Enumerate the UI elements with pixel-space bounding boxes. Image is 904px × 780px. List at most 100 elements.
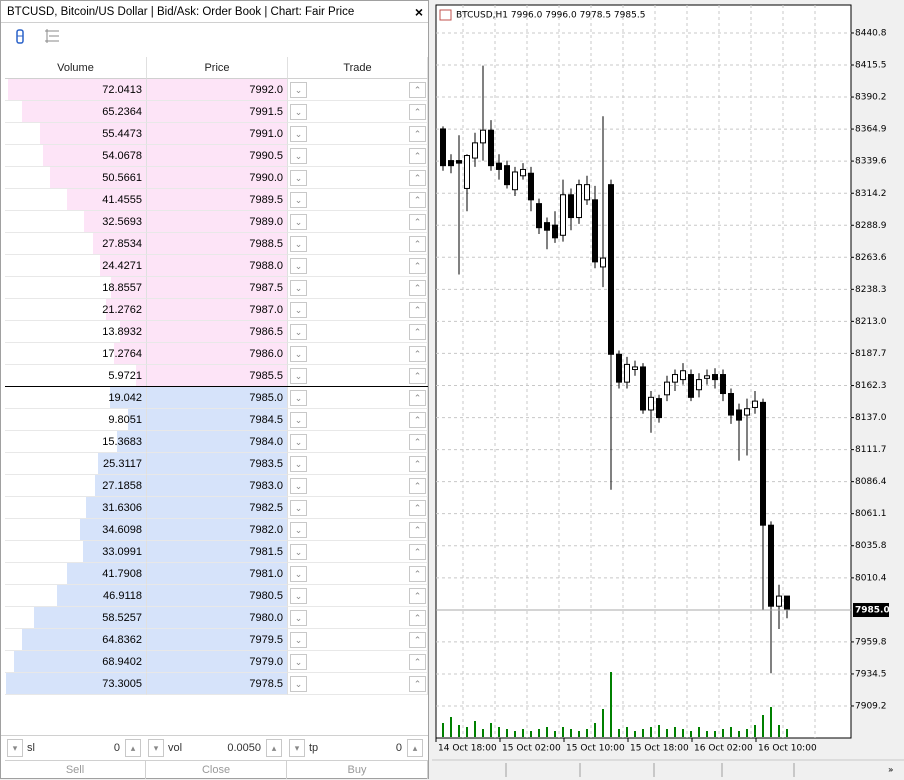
order-type-button[interactable]: ⌄ bbox=[290, 302, 307, 318]
trade-button[interactable]: ⌃ bbox=[409, 456, 426, 472]
order-type-button[interactable]: ⌄ bbox=[290, 368, 307, 384]
order-type-button[interactable]: ⌄ bbox=[290, 412, 307, 428]
order-type-button[interactable]: ⌄ bbox=[290, 126, 307, 142]
field-dropdown[interactable]: ▾ bbox=[289, 739, 305, 757]
trade-cell bbox=[288, 475, 428, 497]
trade-button[interactable]: ⌃ bbox=[409, 82, 426, 98]
order-type-button[interactable]: ⌄ bbox=[290, 522, 307, 538]
order-type-button[interactable]: ⌄ bbox=[290, 434, 307, 450]
order-type-button[interactable]: ⌄ bbox=[290, 610, 307, 626]
order-type-button[interactable]: ⌄ bbox=[290, 82, 307, 98]
order-type-button[interactable]: ⌄ bbox=[290, 148, 307, 164]
order-type-button[interactable]: ⌄ bbox=[290, 566, 307, 582]
close-button[interactable]: × bbox=[414, 4, 424, 20]
trade-button[interactable]: ⌃ bbox=[409, 214, 426, 230]
volume-cell: 21.2762 bbox=[5, 299, 147, 321]
trade-button[interactable]: ⌃ bbox=[409, 170, 426, 186]
trade-cell bbox=[288, 409, 428, 431]
volume-bar bbox=[113, 343, 147, 364]
price-cell: 7985.5 bbox=[147, 365, 288, 387]
trade-button[interactable]: ⌃ bbox=[409, 280, 426, 296]
trade-button[interactable]: ⌃ bbox=[409, 390, 426, 406]
candle-body bbox=[744, 408, 750, 416]
trade-button[interactable]: ⌃ bbox=[409, 412, 426, 428]
y-tick-label: 8213.0 bbox=[855, 317, 887, 327]
order-type-button[interactable]: ⌄ bbox=[290, 478, 307, 494]
order-type-button[interactable]: ⌄ bbox=[290, 500, 307, 516]
trade-button[interactable]: ⌃ bbox=[409, 544, 426, 560]
trade-button[interactable]: ⌃ bbox=[409, 148, 426, 164]
order-type-button[interactable]: ⌄ bbox=[290, 632, 307, 648]
candle-body bbox=[496, 162, 502, 170]
order-type-button[interactable]: ⌄ bbox=[290, 104, 307, 120]
order-type-button[interactable]: ⌄ bbox=[290, 654, 307, 670]
trade-button[interactable]: ⌃ bbox=[409, 302, 426, 318]
trade-button[interactable]: ⌃ bbox=[409, 324, 426, 340]
action-button[interactable]: Sell bbox=[5, 760, 146, 779]
trade-button[interactable]: ⌃ bbox=[409, 654, 426, 670]
field-spin[interactable]: ▴ bbox=[125, 739, 141, 757]
field-label: tp bbox=[309, 742, 319, 754]
order-type-button[interactable]: ⌄ bbox=[290, 456, 307, 472]
candle-body bbox=[456, 160, 462, 164]
volume-cell: 58.5257 bbox=[5, 607, 147, 629]
volume-bar bbox=[34, 607, 147, 628]
trade-button[interactable]: ⌃ bbox=[409, 522, 426, 538]
field-value[interactable]: 0 bbox=[113, 742, 120, 754]
settings-icon[interactable] bbox=[45, 29, 59, 43]
trade-button[interactable]: ⌃ bbox=[409, 632, 426, 648]
order-type-button[interactable]: ⌄ bbox=[290, 192, 307, 208]
price-cell: 7982.5 bbox=[147, 497, 288, 519]
trade-cell bbox=[288, 123, 428, 145]
price-cell: 7986.5 bbox=[147, 321, 288, 343]
candle-body bbox=[680, 370, 686, 381]
order-type-button[interactable]: ⌄ bbox=[290, 258, 307, 274]
field-dropdown[interactable]: ▾ bbox=[148, 739, 164, 757]
field-value[interactable]: 0 bbox=[395, 742, 402, 754]
order-type-button[interactable]: ⌄ bbox=[290, 544, 307, 560]
order-type-button[interactable]: ⌄ bbox=[290, 280, 307, 296]
trade-button[interactable]: ⌃ bbox=[409, 566, 426, 582]
order-type-button[interactable]: ⌄ bbox=[290, 676, 307, 692]
volume-cell: 19.042 bbox=[5, 387, 147, 409]
volume-bar bbox=[94, 475, 147, 496]
trade-button[interactable]: ⌃ bbox=[409, 434, 426, 450]
trade-button[interactable]: ⌃ bbox=[409, 192, 426, 208]
volume-cell: 5.9721 bbox=[5, 365, 147, 387]
trade-button[interactable]: ⌃ bbox=[409, 236, 426, 252]
field-spin[interactable]: ▴ bbox=[407, 739, 423, 757]
trade-button[interactable]: ⌃ bbox=[409, 588, 426, 604]
price-cell: 7988.5 bbox=[147, 233, 288, 255]
order-type-button[interactable]: ⌄ bbox=[290, 588, 307, 604]
volume-cell: 68.9402 bbox=[5, 651, 147, 673]
price-cell: 7987.5 bbox=[147, 277, 288, 299]
order-type-button[interactable]: ⌄ bbox=[290, 346, 307, 362]
order-type-button[interactable]: ⌄ bbox=[290, 324, 307, 340]
trade-cell bbox=[288, 167, 428, 189]
trade-button[interactable]: ⌃ bbox=[409, 610, 426, 626]
scroll-more[interactable]: » bbox=[888, 766, 894, 776]
trade-button[interactable]: ⌃ bbox=[409, 258, 426, 274]
order-type-button[interactable]: ⌄ bbox=[290, 214, 307, 230]
price-cell: 7989.0 bbox=[147, 211, 288, 233]
action-button[interactable]: Buy bbox=[287, 760, 428, 779]
order-type-button[interactable]: ⌄ bbox=[290, 390, 307, 406]
trade-button[interactable]: ⌃ bbox=[409, 368, 426, 384]
trade-button[interactable]: ⌃ bbox=[409, 500, 426, 516]
price-cell: 7978.5 bbox=[147, 673, 288, 695]
field-dropdown[interactable]: ▾ bbox=[7, 739, 23, 757]
field-spin[interactable]: ▴ bbox=[266, 739, 282, 757]
trade-button[interactable]: ⌃ bbox=[409, 346, 426, 362]
trade-button[interactable]: ⌃ bbox=[409, 676, 426, 692]
order-type-button[interactable]: ⌄ bbox=[290, 236, 307, 252]
trade-button[interactable]: ⌃ bbox=[409, 104, 426, 120]
action-button[interactable]: Close bbox=[146, 760, 287, 779]
field-value[interactable]: 0.0050 bbox=[227, 742, 261, 754]
order-type-button[interactable]: ⌄ bbox=[290, 170, 307, 186]
y-tick-label: 8162.3 bbox=[855, 381, 887, 391]
candle-body bbox=[712, 374, 718, 381]
trade-button[interactable]: ⌃ bbox=[409, 126, 426, 142]
trade-button[interactable]: ⌃ bbox=[409, 478, 426, 494]
price-cell: 7984.5 bbox=[147, 409, 288, 431]
